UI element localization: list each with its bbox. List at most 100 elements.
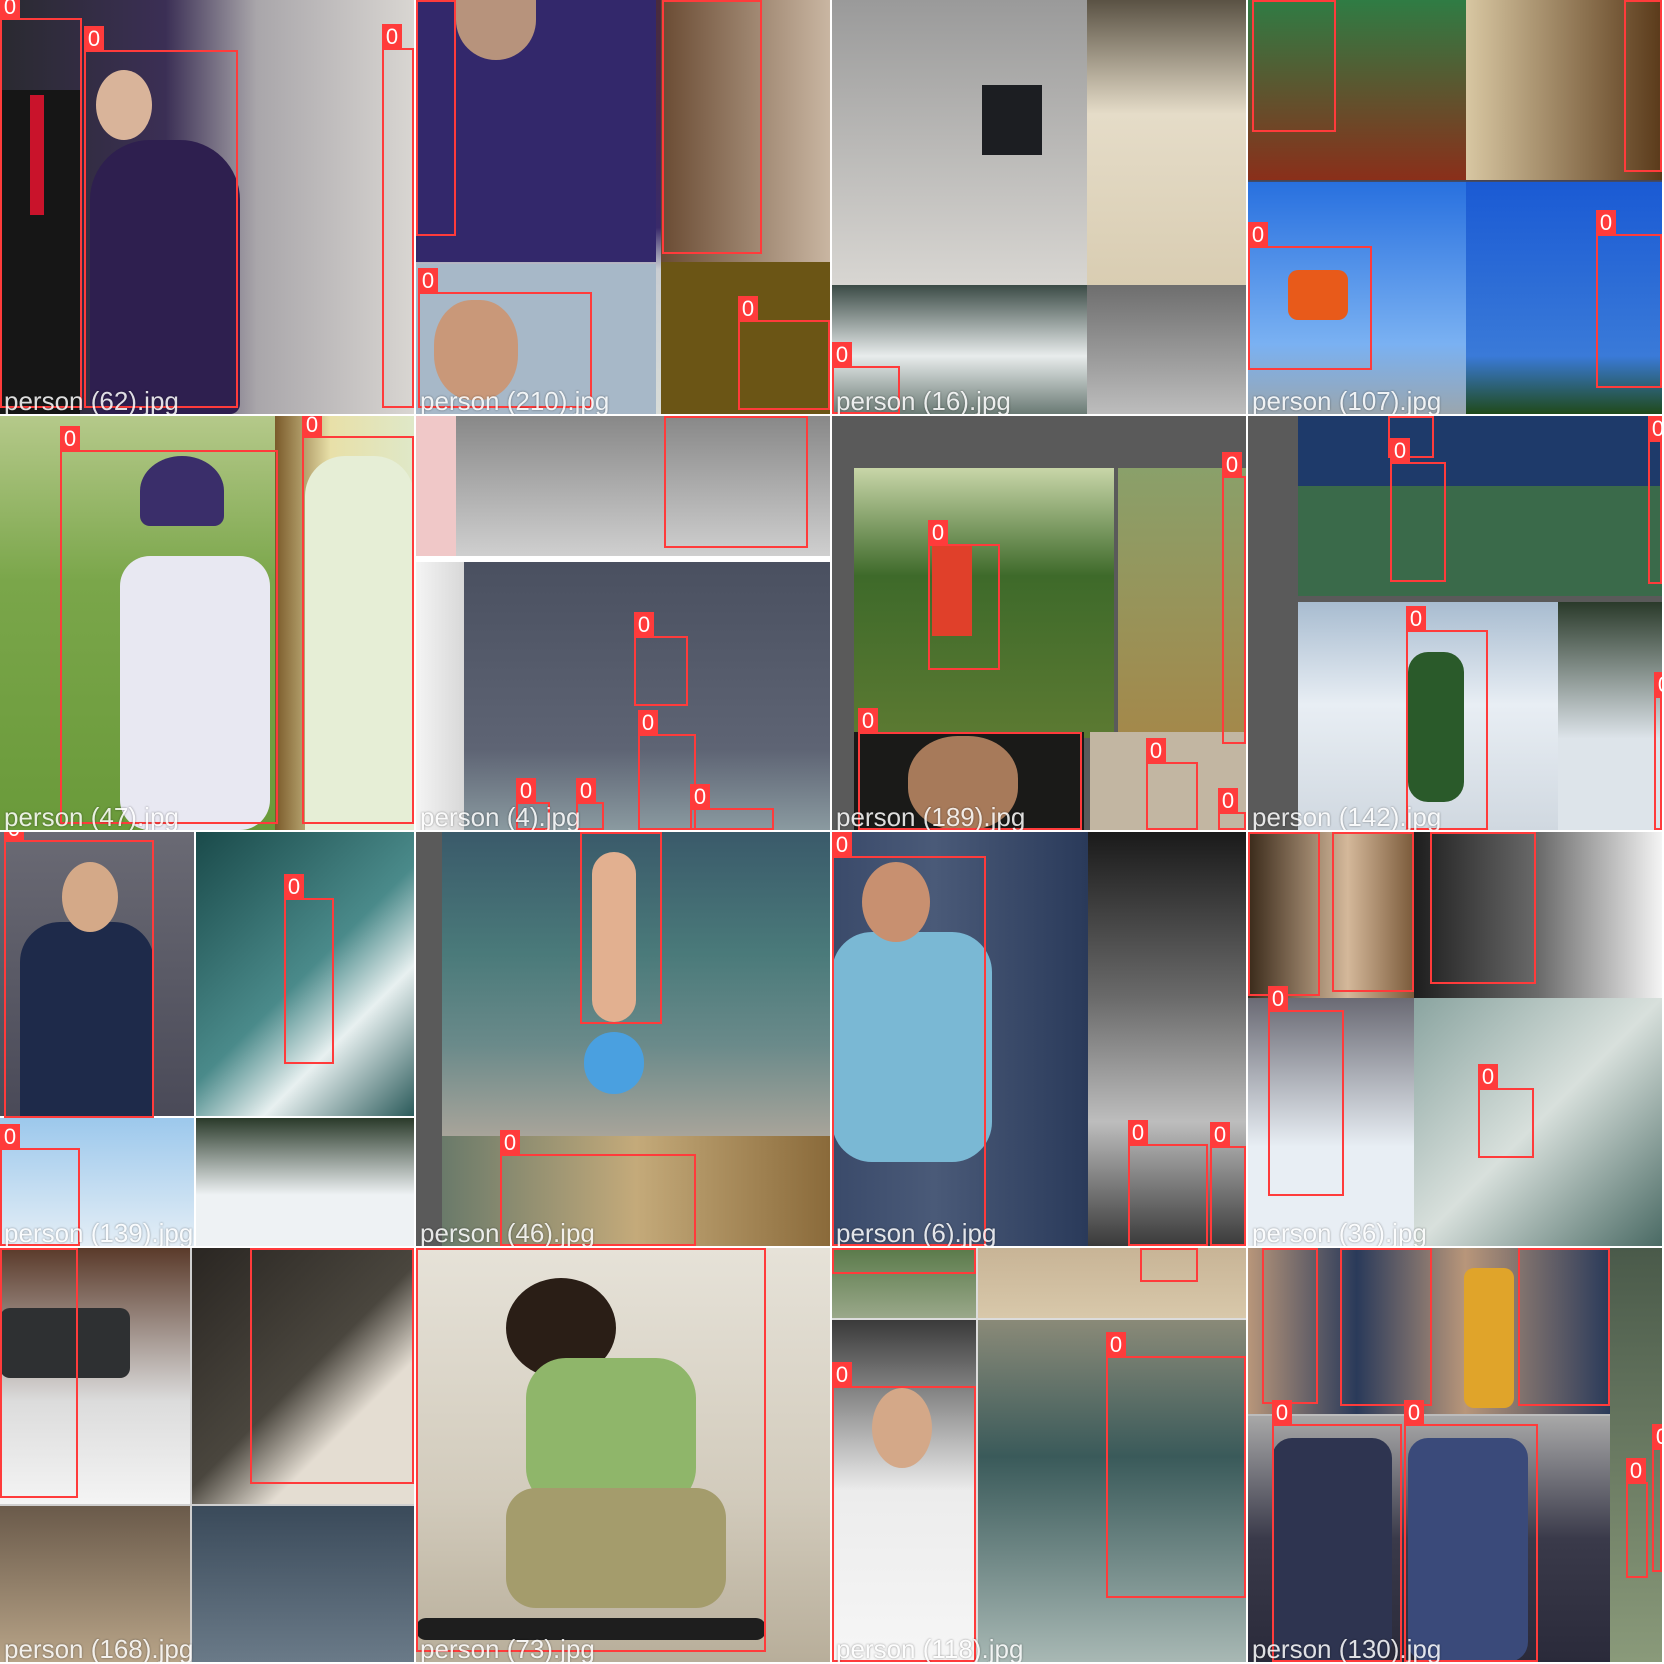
class-label: 0 bbox=[690, 784, 710, 810]
detection-box: 0 bbox=[284, 874, 334, 1064]
class-label: 0 bbox=[1430, 832, 1450, 834]
detection-box: 0 bbox=[382, 24, 414, 408]
detection-box: 0 bbox=[1406, 606, 1488, 830]
image-tile: 0 person (73).jpg bbox=[415, 1247, 831, 1663]
class-label: 0 bbox=[416, 0, 436, 2]
detection-box: 0 bbox=[416, 1248, 766, 1652]
class-label: 0 bbox=[416, 1248, 436, 1250]
class-label: 0 bbox=[1248, 832, 1268, 834]
detection-box: 0 bbox=[690, 784, 774, 830]
detection-box: 0 bbox=[576, 778, 604, 830]
class-label: 0 bbox=[84, 26, 104, 52]
detection-box: 0 bbox=[516, 778, 550, 830]
image-filename: person (168).jpg bbox=[4, 1634, 194, 1662]
class-label: 0 bbox=[664, 416, 684, 418]
detection-box: 0 bbox=[928, 520, 1000, 670]
class-label: 0 bbox=[832, 342, 852, 368]
image-filename: person (118).jpg bbox=[836, 1634, 1024, 1662]
class-label: 0 bbox=[0, 1248, 20, 1250]
class-label: 0 bbox=[0, 1124, 20, 1150]
class-label: 0 bbox=[0, 0, 20, 20]
image-tile: 0 0 person (168).jpg bbox=[0, 1247, 415, 1663]
image-filename: person (139).jpg bbox=[4, 1218, 194, 1246]
detection-box: 0 bbox=[1404, 1400, 1538, 1662]
detection-box: 0 bbox=[1140, 1248, 1198, 1282]
class-label: 0 bbox=[1654, 672, 1662, 698]
image-filename: person (130).jpg bbox=[1252, 1634, 1442, 1662]
class-label: 0 bbox=[1388, 416, 1408, 418]
detection-box: 0 bbox=[638, 710, 696, 830]
class-label: 0 bbox=[858, 708, 878, 734]
class-label: 0 bbox=[832, 1248, 852, 1250]
image-tile: 0 0 person (46).jpg bbox=[415, 831, 831, 1247]
detection-box: 0 bbox=[1388, 416, 1434, 458]
image-tile: 0 0 0 0 person (107).jpg bbox=[1247, 0, 1663, 415]
image-filename: person (142).jpg bbox=[1252, 802, 1442, 830]
class-label: 0 bbox=[500, 1130, 520, 1156]
detection-box: 0 bbox=[1268, 986, 1344, 1196]
class-label: 0 bbox=[1106, 1332, 1126, 1358]
detection-box: 0 bbox=[1272, 1400, 1402, 1662]
detection-box: 0 bbox=[0, 0, 82, 408]
detection-box: 0 bbox=[1222, 452, 1246, 744]
detection-box: 0 bbox=[580, 832, 662, 1024]
class-label: 0 bbox=[1332, 832, 1352, 834]
class-label: 0 bbox=[1652, 1424, 1662, 1450]
detection-box: 0 bbox=[832, 342, 900, 414]
class-label: 0 bbox=[1252, 0, 1272, 2]
detection-box: 0 bbox=[1218, 788, 1246, 830]
detection-box: 0 bbox=[1332, 832, 1414, 992]
detection-box: 0 bbox=[1262, 1248, 1318, 1404]
class-label: 0 bbox=[928, 520, 948, 546]
detection-box: 0 bbox=[1518, 1248, 1610, 1406]
detection-box: 0 bbox=[250, 1248, 414, 1484]
class-label: 0 bbox=[1210, 1122, 1230, 1148]
detection-box: 0 bbox=[416, 0, 456, 236]
detection-box: 0 bbox=[302, 416, 414, 824]
class-label: 0 bbox=[418, 268, 438, 294]
image-filename: person (36).jpg bbox=[1252, 1218, 1427, 1246]
detection-box: 0 bbox=[0, 1248, 78, 1498]
class-label: 0 bbox=[1262, 1248, 1282, 1250]
detection-box: 0 bbox=[1146, 738, 1198, 830]
class-label: 0 bbox=[1390, 438, 1410, 464]
image-filename: person (73).jpg bbox=[420, 1634, 595, 1662]
detection-box: 0 bbox=[832, 1362, 976, 1662]
class-label: 0 bbox=[638, 710, 658, 736]
detection-box: 0 bbox=[418, 268, 592, 408]
detection-box: 0 bbox=[1478, 1064, 1534, 1158]
image-tile: 0 0 0 0 0 person (142).jpg bbox=[1247, 415, 1663, 831]
detection-box: 0 bbox=[832, 1248, 976, 1274]
class-label: 0 bbox=[832, 832, 852, 858]
detection-box: 0 bbox=[1648, 416, 1662, 584]
class-label: 0 bbox=[634, 612, 654, 638]
image-filename: person (62).jpg bbox=[4, 386, 179, 414]
detection-box: 0 bbox=[1390, 438, 1446, 582]
class-label: 0 bbox=[1404, 1400, 1424, 1426]
class-label: 0 bbox=[738, 296, 758, 322]
class-label: 0 bbox=[1406, 606, 1426, 632]
class-label: 0 bbox=[1146, 738, 1166, 764]
detection-box: 0 bbox=[1596, 210, 1662, 388]
class-label: 0 bbox=[284, 874, 304, 900]
class-label: 0 bbox=[60, 426, 80, 452]
detection-box: 0 bbox=[832, 832, 986, 1246]
image-tile: 0 0 0 0 0 0 person (4).jpg bbox=[415, 415, 831, 831]
detection-box: 0 bbox=[662, 0, 762, 254]
detection-box: 0 bbox=[1252, 0, 1336, 132]
image-tile: 0 0 0 0 0 person (36).jpg bbox=[1247, 831, 1663, 1247]
detection-box: 0 bbox=[1128, 1120, 1208, 1246]
class-label: 0 bbox=[662, 0, 682, 2]
detection-box: 0 bbox=[1626, 1458, 1648, 1578]
class-label: 0 bbox=[1340, 1248, 1360, 1250]
detection-box: 0 bbox=[1248, 222, 1372, 370]
detection-box: 0 bbox=[858, 708, 1082, 830]
detection-box: 0 bbox=[1210, 1122, 1246, 1246]
detection-box: 0 bbox=[1340, 1248, 1432, 1406]
image-filename: person (16).jpg bbox=[836, 386, 1011, 414]
image-tile: 0 0 0 0 person (210).jpg bbox=[415, 0, 831, 415]
image-tile: 0 0 0 person (62).jpg bbox=[0, 0, 415, 415]
class-label: 0 bbox=[516, 778, 536, 804]
detection-box: 0 bbox=[634, 612, 688, 706]
